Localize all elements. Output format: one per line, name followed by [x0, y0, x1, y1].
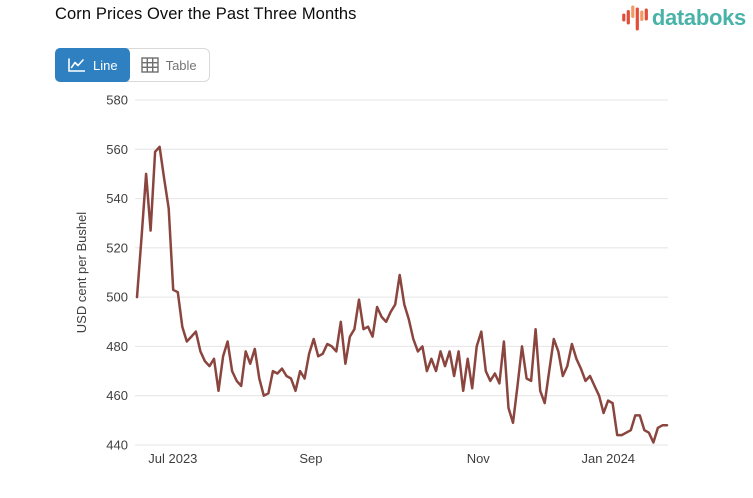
page-title: Corn Prices Over the Past Three Months: [55, 5, 357, 23]
table-grid-icon: [140, 57, 159, 73]
y-tick-label: 500: [106, 290, 128, 305]
table-view-button[interactable]: Table: [129, 49, 209, 81]
price-line-series[interactable]: [135, 145, 669, 444]
databoks-logo[interactable]: databoks: [622, 4, 746, 32]
x-tick-label: Sep: [299, 451, 322, 466]
y-tick-label: 440: [106, 438, 128, 453]
x-tick-label: Nov: [467, 451, 491, 466]
x-tick-label: Jan 2024: [582, 451, 636, 466]
y-axis-title: USD cent per Bushel: [74, 212, 89, 334]
line-chart-icon: [68, 58, 85, 72]
databoks-logo-text: databoks: [651, 5, 746, 30]
y-tick-label: 520: [106, 240, 128, 255]
y-tick-label: 580: [106, 93, 128, 108]
y-tick-label: 460: [106, 388, 128, 403]
price-chart[interactable]: 580 560 540 520 500 480 460 440 Jul 2023 Sep Nov Ja…: [0, 88, 753, 478]
y-tick-label: 540: [106, 191, 128, 206]
y-tick-label: 560: [106, 142, 128, 157]
view-toggle: Line Table: [55, 48, 210, 82]
y-tick-label: 480: [106, 339, 128, 354]
line-view-button[interactable]: Line: [55, 48, 130, 82]
databoks-logo-icon: [622, 5, 648, 31]
line-view-label: Line: [93, 57, 118, 73]
table-view-label: Table: [165, 57, 197, 73]
x-tick-label: Jul 2023: [148, 451, 197, 466]
